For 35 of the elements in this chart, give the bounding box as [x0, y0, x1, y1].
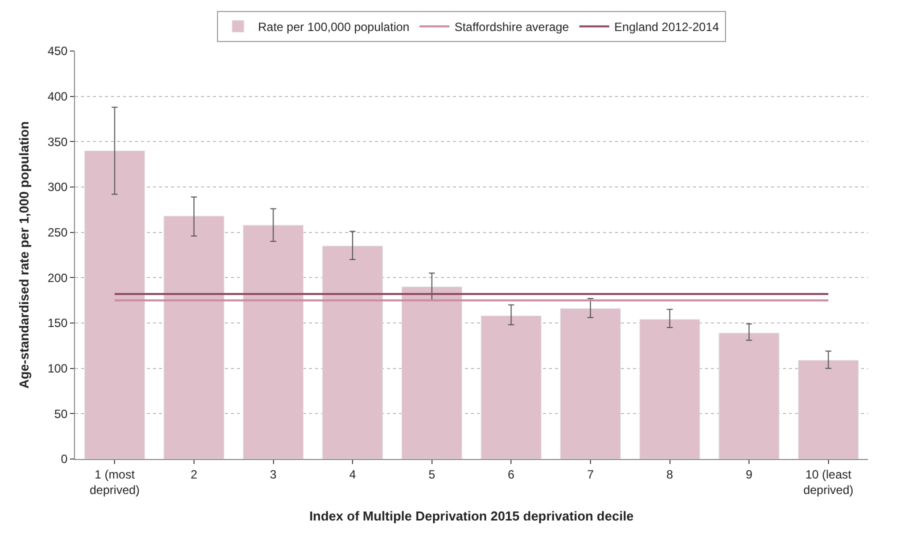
- bar: [560, 308, 621, 459]
- x-tick-label: 1 (most deprived): [90, 467, 140, 497]
- y-axis-title: Age-standardised rate per 1,000 population: [16, 121, 32, 389]
- x-tick-label: 7: [587, 467, 594, 482]
- bar: [84, 150, 146, 459]
- y-tick-label: 100: [48, 362, 68, 376]
- x-tick-label: 5: [428, 467, 436, 482]
- y-tick-label: 250: [48, 226, 68, 240]
- y-tick-label: 150: [48, 316, 68, 330]
- y-tick-label: 0: [60, 452, 68, 466]
- x-tick-label: 6: [508, 467, 515, 482]
- y-tick-label: 300: [48, 180, 68, 194]
- x-tick-label: 10 (least deprived): [803, 467, 854, 497]
- y-tick-label: 450: [48, 44, 68, 58]
- legend-label: Staffordshire average: [454, 20, 570, 34]
- bar: [718, 332, 780, 459]
- legend-label: Rate per 100,000 population: [258, 20, 410, 34]
- x-tick-label: 2: [190, 467, 198, 482]
- legend-label: England 2012-2014: [614, 20, 720, 34]
- bar: [798, 360, 859, 459]
- bar: [164, 216, 224, 459]
- x-tick-label: 9: [746, 467, 753, 482]
- x-tick-label: 8: [666, 467, 674, 482]
- bar: [242, 224, 304, 459]
- y-tick-label: 200: [48, 270, 68, 285]
- x-axis-title: Index of Multiple Deprivation 2015 deprivation decile: [309, 508, 634, 524]
- y-tick-label: 50: [54, 406, 68, 421]
- y-tick-label: 400: [48, 90, 68, 104]
- bar: [480, 316, 542, 459]
- bar: [322, 246, 383, 459]
- x-tick-label: 4: [349, 467, 356, 482]
- y-tick-label: 350: [48, 134, 68, 149]
- x-tick-label: 3: [270, 467, 277, 482]
- bar: [401, 286, 462, 459]
- bar: [639, 319, 700, 459]
